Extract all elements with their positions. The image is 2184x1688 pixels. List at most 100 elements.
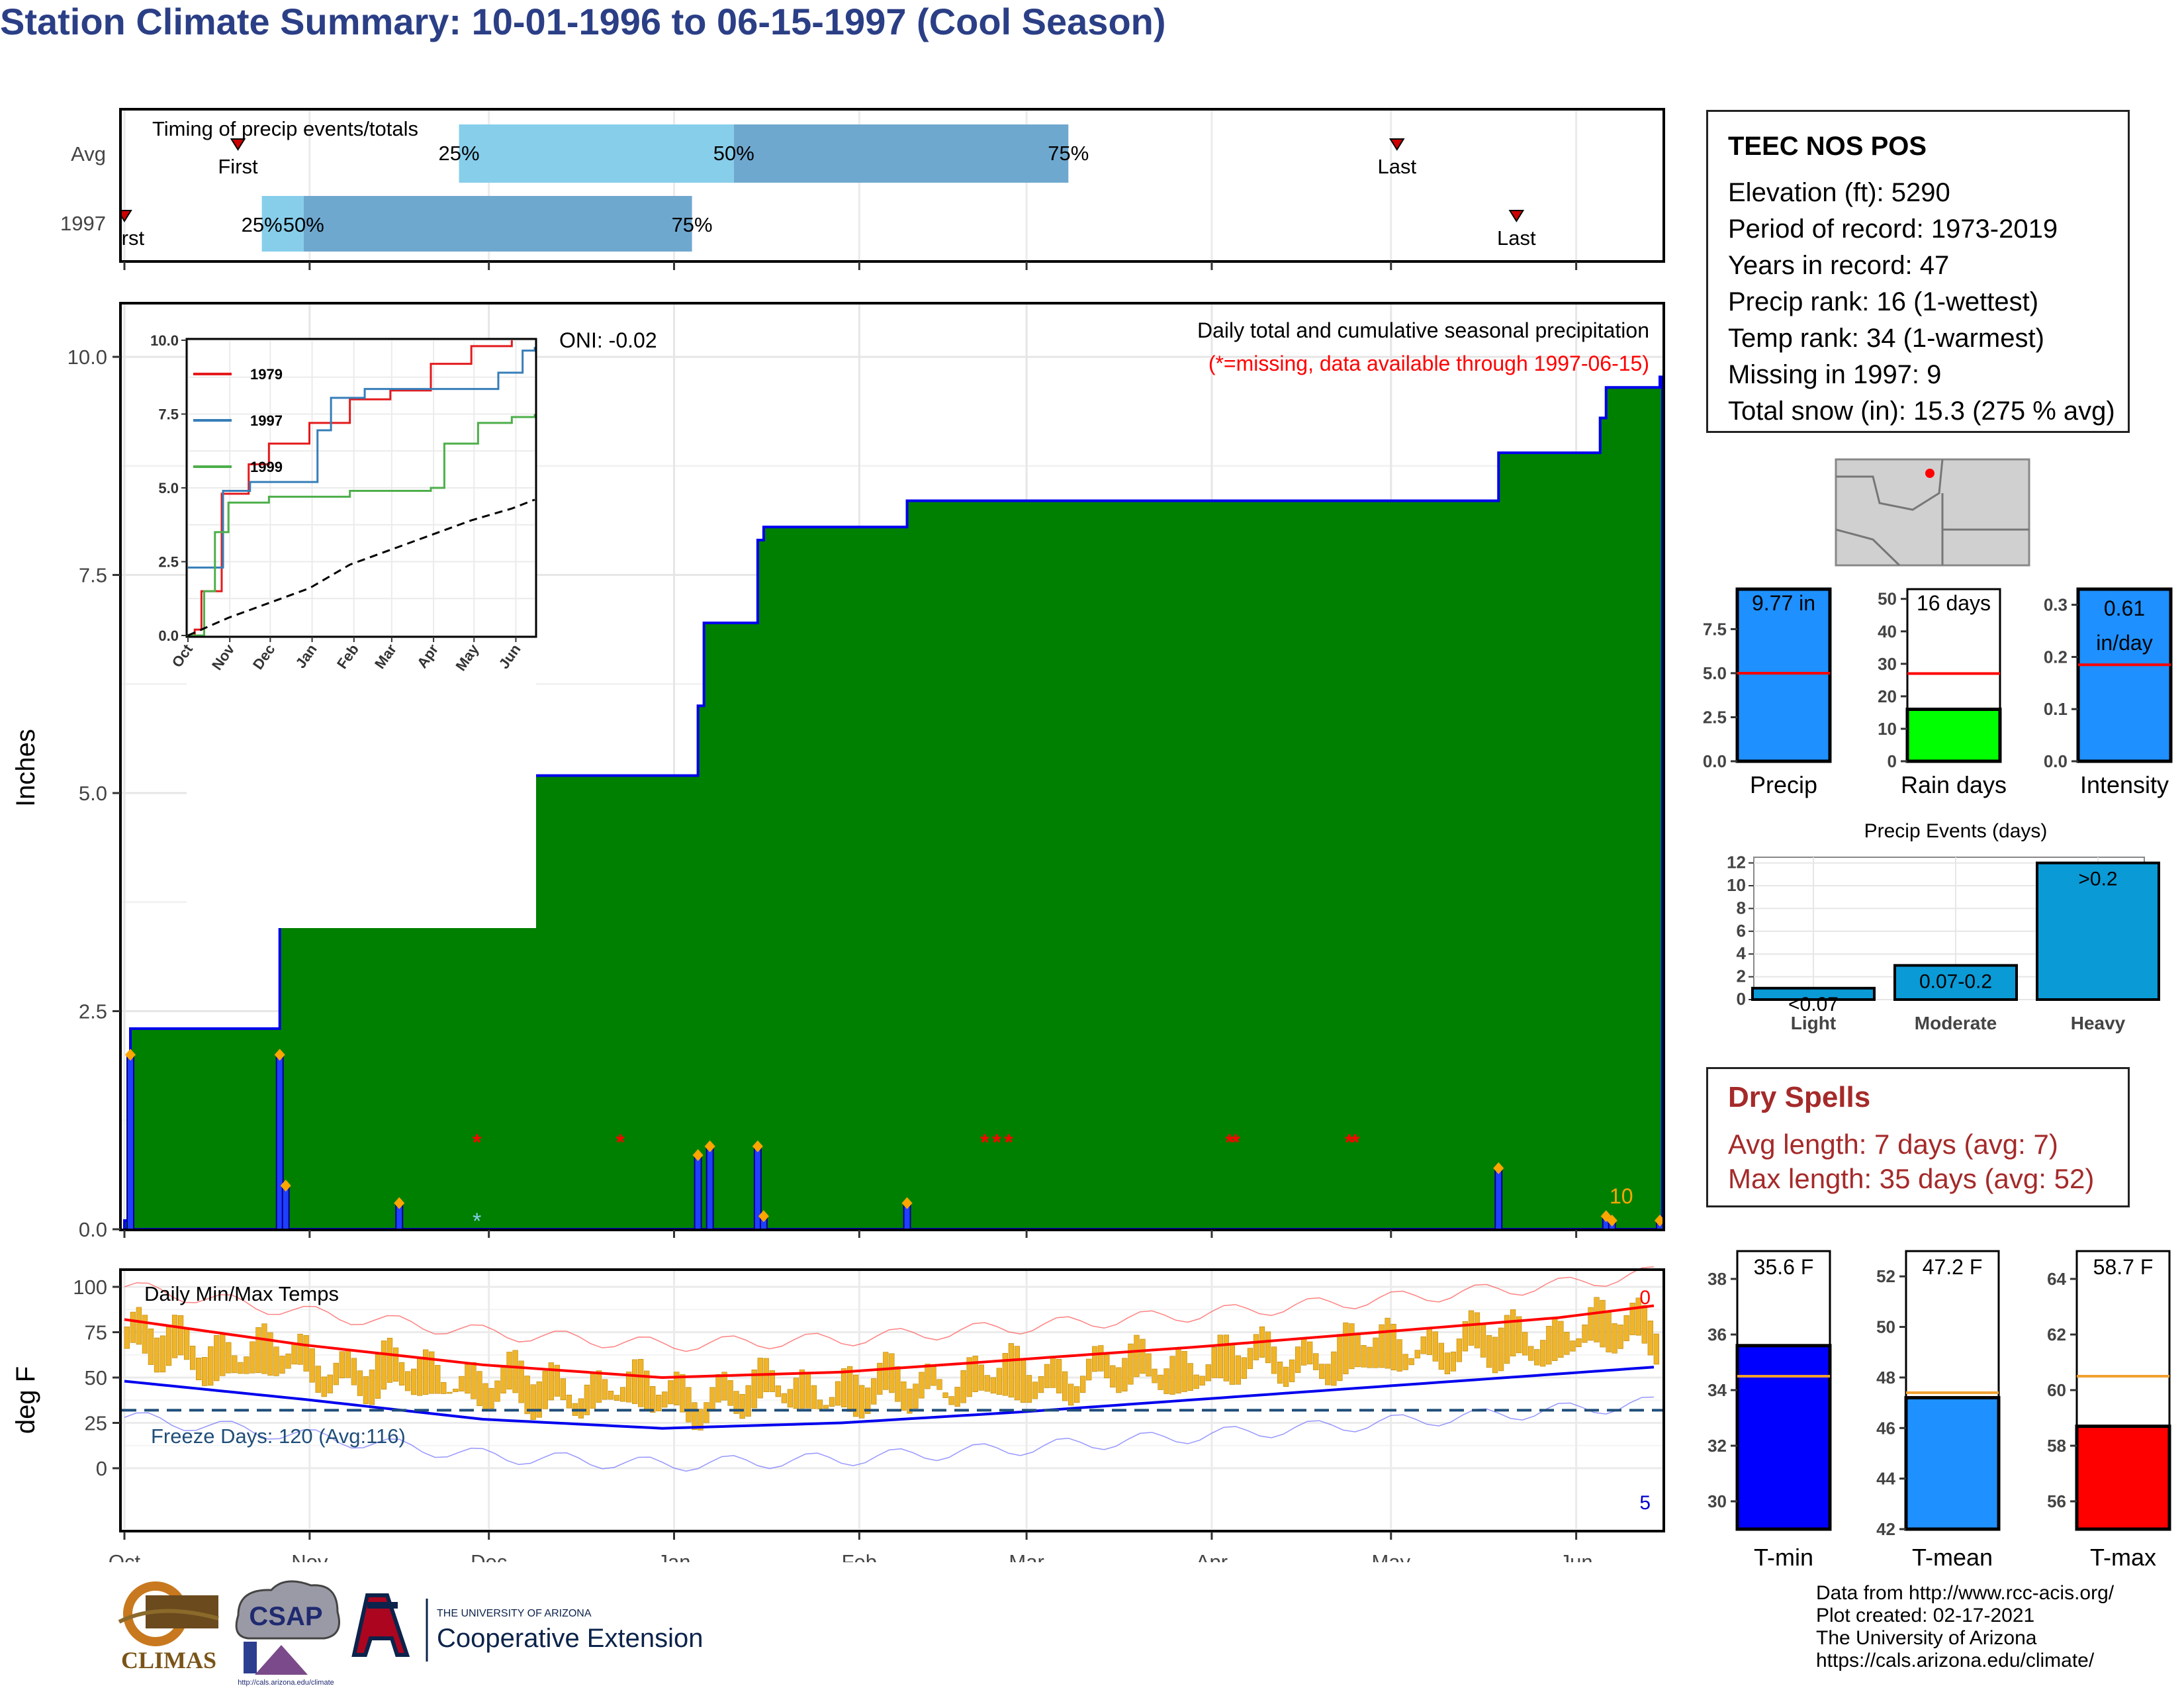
station-precip-rank: Precip rank: 16 (1-wettest) bbox=[1728, 287, 2039, 316]
temp-day-bar bbox=[996, 1368, 1002, 1395]
temp-day-bar bbox=[1104, 1354, 1110, 1379]
temp-day-bar bbox=[1432, 1331, 1438, 1362]
temp-day-bar bbox=[1146, 1353, 1152, 1377]
temp-day-bar bbox=[447, 1391, 453, 1394]
temp-day-bar bbox=[1140, 1338, 1146, 1374]
temp-day-bar bbox=[668, 1380, 674, 1405]
temp-day-bar bbox=[727, 1380, 733, 1406]
temp-day-bar bbox=[267, 1332, 273, 1376]
snow-marker bbox=[1606, 1214, 1617, 1227]
tmin-summary-tick-label: 30 bbox=[1707, 1491, 1727, 1511]
avg-max-line bbox=[124, 1304, 1655, 1380]
temp-day-bar bbox=[1582, 1325, 1588, 1343]
station-missing: Missing in 1997: 9 bbox=[1728, 360, 1942, 389]
temp-day-bar bbox=[883, 1352, 889, 1390]
temp-day-bar bbox=[1062, 1371, 1068, 1401]
logo-strip: CLIMAS CSAP http://cals.arizona.edu/clim… bbox=[118, 1580, 703, 1687]
temp-day-bar bbox=[787, 1389, 793, 1408]
timing-first-label: First bbox=[218, 155, 258, 178]
state-borders bbox=[1835, 459, 2029, 567]
temp-day-bar bbox=[1474, 1312, 1480, 1348]
snow-marker bbox=[274, 1049, 285, 1061]
temp-day-bar bbox=[303, 1335, 309, 1372]
temp-day-bar bbox=[136, 1307, 142, 1345]
temp-day-bar bbox=[441, 1382, 447, 1394]
snow-marker bbox=[692, 1149, 704, 1161]
timing-row-1997-label: 1997 bbox=[60, 212, 106, 235]
main-caption: Daily total and cumulative seasonal prec… bbox=[1197, 318, 1649, 342]
tmean-summary-tick-label: 44 bbox=[1876, 1469, 1895, 1489]
missing-day-marker: * bbox=[980, 1130, 989, 1155]
temp-day-bar bbox=[769, 1370, 775, 1392]
temp-lines bbox=[124, 1266, 1655, 1472]
temp-day-bar bbox=[1080, 1376, 1086, 1393]
temp-day-bar bbox=[315, 1366, 321, 1393]
temp-day-bar bbox=[261, 1323, 267, 1374]
temp-day-bar bbox=[1307, 1341, 1313, 1365]
temp-day-bar bbox=[1331, 1351, 1337, 1386]
temp-day-bar bbox=[512, 1350, 518, 1393]
temp-day-bar bbox=[1050, 1356, 1056, 1388]
events-tick-label: 12 bbox=[1727, 853, 1746, 872]
temp-day-bar bbox=[1456, 1338, 1463, 1362]
temp-day-bar bbox=[285, 1353, 291, 1369]
temp-day-bar bbox=[339, 1351, 345, 1378]
events-bar-label: <0.07 bbox=[1788, 994, 1839, 1015]
temp-day-bar bbox=[1414, 1350, 1420, 1359]
temp-day-bar bbox=[1026, 1375, 1032, 1403]
temp-day-bar bbox=[1092, 1346, 1098, 1372]
temp-day-bar bbox=[291, 1342, 297, 1365]
temp-day-bar bbox=[351, 1358, 357, 1385]
intensity-summary-tick-label: 0.3 bbox=[2044, 595, 2068, 615]
temp-day-bar bbox=[638, 1359, 644, 1407]
record-min-line bbox=[124, 1396, 1654, 1472]
temp-day-bar bbox=[1098, 1345, 1104, 1372]
main-y-axis: 0.0 2.5 5.0 7.5 10.0 bbox=[68, 346, 1578, 1241]
climas-logo-text: CLIMAS bbox=[121, 1647, 216, 1673]
csap-logo-text: CSAP bbox=[249, 1602, 322, 1631]
temp-x-tick-label: Feb bbox=[842, 1550, 877, 1562]
temp-day-bar bbox=[148, 1329, 154, 1365]
temp-day-bar bbox=[901, 1382, 907, 1411]
temp-day-bar bbox=[692, 1402, 698, 1430]
temp-day-bar bbox=[1540, 1340, 1546, 1367]
temp-x-tick-label: Oct bbox=[109, 1550, 141, 1562]
tmean-summary-tick-label: 48 bbox=[1876, 1368, 1895, 1387]
season-temp-bars: 30 32 34 36 38 42 44 46 48 50 52 56 58 60 62 64 T-min T… bbox=[1707, 1250, 2171, 1571]
events-cat-heavy: Heavy bbox=[2071, 1013, 2126, 1033]
temp-day-bar bbox=[1534, 1349, 1540, 1366]
intensity-value: 0.61 bbox=[2104, 596, 2145, 620]
temp-day-bar bbox=[608, 1391, 614, 1400]
temp-x-tick-label: Nov bbox=[291, 1550, 328, 1562]
temp-day-bar bbox=[1480, 1324, 1486, 1358]
temp-day-bar bbox=[757, 1358, 763, 1399]
temp-day-bar bbox=[1498, 1327, 1504, 1372]
temp-y-tick-label: 75 bbox=[85, 1321, 107, 1344]
temp-day-bar bbox=[1606, 1312, 1612, 1352]
temp-day-bar bbox=[751, 1369, 757, 1409]
events-tick-label: 10 bbox=[1727, 875, 1746, 895]
temp-day-bar bbox=[1014, 1346, 1021, 1401]
intensity-bar-label: Intensity bbox=[2080, 771, 2169, 798]
snow-marker bbox=[752, 1140, 763, 1152]
temp-day-bar bbox=[841, 1368, 847, 1407]
rain-days-bar-label: Rain days bbox=[1901, 771, 2007, 798]
daily-precip-bar bbox=[1494, 1167, 1503, 1230]
tmin-summary-tick-label: 38 bbox=[1707, 1269, 1727, 1289]
daily-precip-bar bbox=[705, 1145, 714, 1230]
temp-day-bar bbox=[698, 1409, 704, 1430]
tmean-summary-tick-label: 42 bbox=[1876, 1519, 1895, 1539]
temp-day-bar bbox=[1390, 1323, 1396, 1371]
temp-day-bar bbox=[345, 1349, 351, 1378]
temp-day-bar bbox=[189, 1345, 196, 1370]
temp-day-bar bbox=[177, 1315, 184, 1356]
dry-spells-max: Max length: 35 days (avg: 52) bbox=[1728, 1163, 2095, 1194]
missing-day-marker: * bbox=[1225, 1130, 1234, 1155]
summary-bar-group: 0.0 2.5 5.0 7.5 0 10 20 30 40 50 0.0 0.1 0.2 0.3 bbox=[1703, 587, 2173, 771]
temp-day-bar bbox=[1444, 1352, 1450, 1374]
tmin-summary-tick-label: 34 bbox=[1707, 1380, 1727, 1400]
temp-day-bar bbox=[978, 1364, 984, 1391]
temp-day-bar bbox=[966, 1357, 972, 1397]
missing-day-marker: * bbox=[616, 1130, 625, 1155]
